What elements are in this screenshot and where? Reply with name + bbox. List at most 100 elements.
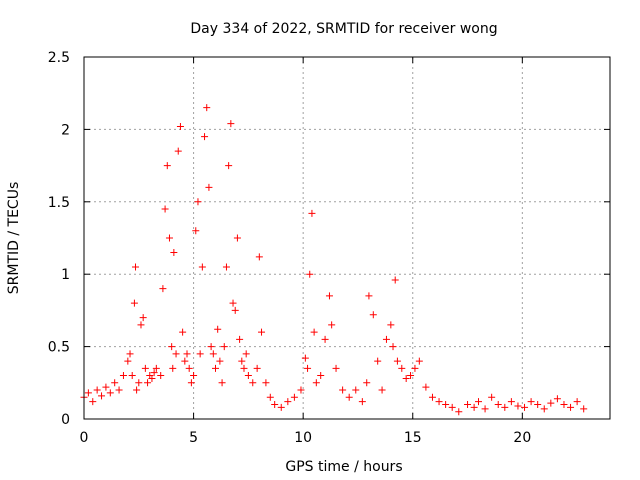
data-point <box>534 401 542 409</box>
data-point <box>339 386 347 394</box>
data-point <box>415 357 423 365</box>
data-point <box>130 299 138 307</box>
data-point <box>139 314 147 322</box>
data-point <box>187 379 195 387</box>
data-point <box>402 374 410 382</box>
data-point <box>262 379 270 387</box>
data-point <box>106 389 114 397</box>
data-point <box>422 383 430 391</box>
y-tick-label: 1 <box>61 267 70 283</box>
data-point <box>229 299 237 307</box>
data-point <box>163 162 171 170</box>
data-point <box>369 311 377 319</box>
data-point <box>407 372 415 380</box>
data-point <box>411 364 419 372</box>
data-point <box>567 403 575 411</box>
data-point <box>266 393 274 401</box>
data-point <box>297 386 305 394</box>
data-point <box>220 343 228 351</box>
data-point <box>84 389 92 397</box>
data-point <box>455 408 463 416</box>
data-point <box>328 321 336 329</box>
data-point <box>242 350 250 358</box>
data-point <box>181 357 189 365</box>
data-point <box>389 343 397 351</box>
x-tick-label: 20 <box>513 430 531 446</box>
data-point <box>573 398 581 406</box>
data-point <box>214 325 222 333</box>
x-tick-label: 15 <box>404 430 422 446</box>
data-point <box>332 364 340 372</box>
y-tick-label: 2.5 <box>48 50 70 66</box>
data-point <box>345 393 353 401</box>
data-point <box>253 364 261 372</box>
data-point <box>132 263 140 271</box>
data-point <box>190 372 198 380</box>
data-point <box>236 335 244 343</box>
data-point <box>382 335 390 343</box>
data-point <box>475 398 482 406</box>
data-point <box>391 276 399 284</box>
data-point <box>212 364 219 372</box>
data-point <box>172 350 180 358</box>
data-point <box>308 209 316 217</box>
data-point <box>183 350 191 358</box>
data-point <box>194 198 202 206</box>
data-point <box>205 183 213 191</box>
data-point <box>124 357 132 365</box>
data-point <box>126 350 134 358</box>
data-point <box>255 253 263 261</box>
data-point <box>325 292 333 300</box>
data-point <box>290 393 298 401</box>
data-point <box>442 401 450 409</box>
data-point <box>133 386 141 394</box>
x-tick-label: 5 <box>189 430 198 446</box>
data-point <box>317 372 325 380</box>
data-point <box>258 328 266 336</box>
data-point <box>168 343 176 351</box>
data-point <box>271 401 279 409</box>
data-point <box>306 270 314 278</box>
data-point <box>352 386 360 394</box>
data-point <box>196 350 204 358</box>
y-tick-label: 2 <box>61 122 70 138</box>
y-tick-label: 0 <box>61 412 70 428</box>
y-tick-label: 0.5 <box>48 340 70 356</box>
data-point <box>157 372 165 380</box>
grid-layer <box>84 57 610 419</box>
data-point <box>374 357 382 365</box>
data-point <box>137 321 145 329</box>
data-point <box>310 328 318 336</box>
data-point <box>231 306 239 314</box>
data-point <box>192 227 200 235</box>
data-point <box>312 379 320 387</box>
data-point <box>507 398 515 406</box>
chart-title: Day 334 of 2022, SRMTID for receiver won… <box>190 21 497 37</box>
data-point <box>547 399 555 407</box>
data-point <box>240 364 248 372</box>
data-point <box>207 343 215 351</box>
data-point <box>119 372 127 380</box>
data-point <box>540 405 548 413</box>
x-tick-label: 0 <box>80 430 89 446</box>
data-point <box>89 398 97 406</box>
data-point <box>176 123 184 131</box>
data-point <box>102 383 110 391</box>
data-point <box>185 364 193 372</box>
y-tick-label: 1.5 <box>48 195 70 211</box>
data-point <box>225 162 233 170</box>
data-point <box>233 234 241 242</box>
data-point <box>222 263 230 271</box>
data-point <box>179 328 187 336</box>
data-point <box>128 372 136 380</box>
data-point <box>470 403 478 411</box>
data-point <box>98 392 106 400</box>
data-point <box>527 398 535 406</box>
data-point <box>150 369 158 377</box>
data-point <box>393 357 401 365</box>
tick-labels: 0 5 10 15 20 0 0.5 1 1.5 2 2.5 <box>48 50 532 446</box>
data-point <box>481 405 489 413</box>
x-tick-label: 10 <box>294 430 312 446</box>
data-point <box>159 285 167 293</box>
